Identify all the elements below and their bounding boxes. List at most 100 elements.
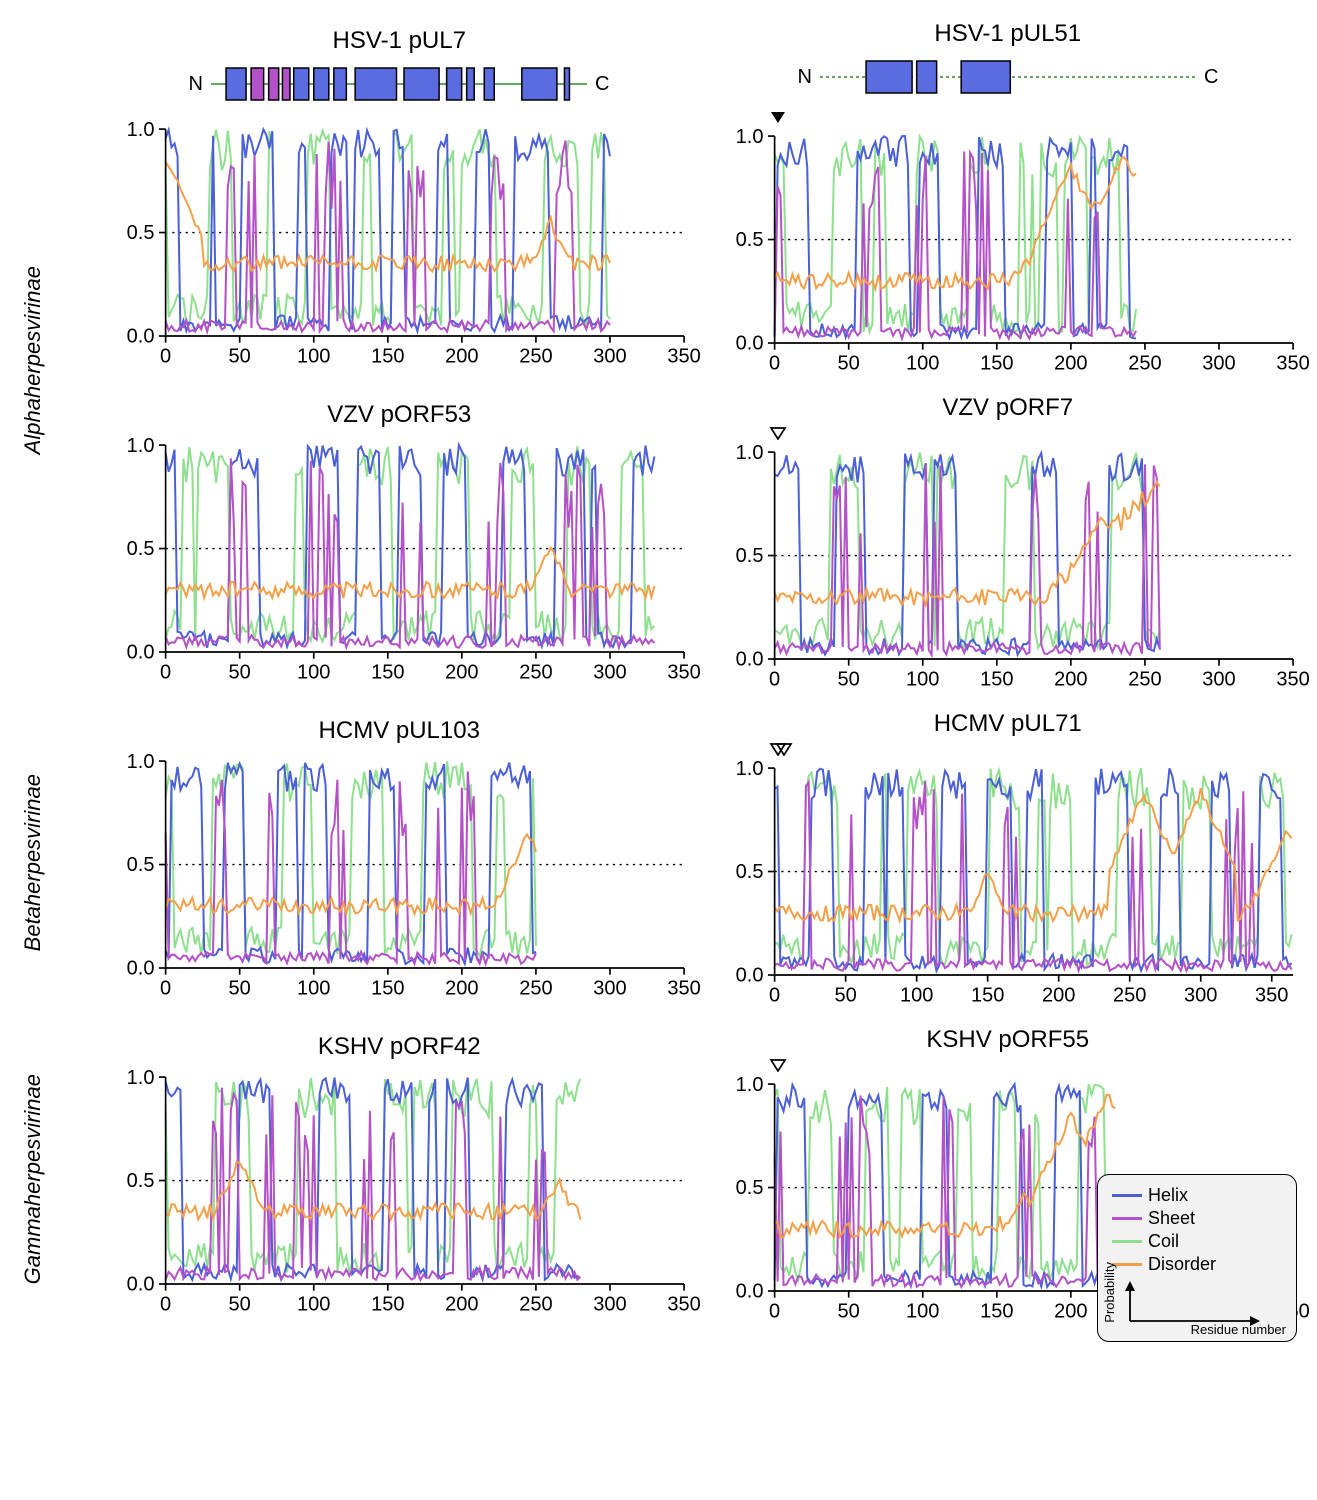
xtick-label: 350	[1276, 353, 1309, 375]
ytick-label: 0.0	[127, 958, 155, 980]
xtick-label: 0	[769, 985, 780, 1007]
xtick-label: 200	[445, 346, 478, 368]
xtick-label: 350	[667, 1294, 700, 1316]
ytick-label: 1.0	[127, 119, 155, 141]
subfamily-label: Betaherpesvirinae	[20, 774, 80, 951]
chart: 0.00.51.0050100150200250300350	[110, 749, 689, 1009]
n-terminus-label: N	[189, 73, 203, 95]
xtick-label: 200	[445, 662, 478, 684]
chart: 0.00.51.0050100150200250300350	[110, 433, 689, 693]
panel: KSHV pORF550.00.51.005010015020025030035…	[719, 1026, 1298, 1332]
xtick-label: 350	[667, 662, 700, 684]
schematic-sheet-block	[251, 68, 264, 100]
schematic-helix-block	[226, 68, 246, 100]
schematic-wrap: NC	[719, 52, 1298, 102]
ytick-label: 0.0	[735, 333, 763, 355]
chart: 0.00.51.0050100150200250300350	[110, 117, 689, 377]
legend-ylabel: Probability	[1102, 1262, 1117, 1323]
ytick-label: 0.5	[127, 222, 155, 244]
ytick-label: 1.0	[127, 751, 155, 773]
ytick-label: 1.0	[735, 442, 763, 464]
xtick-label: 200	[1054, 353, 1087, 375]
panel: VZV pORF530.00.51.0050100150200250300350	[110, 401, 689, 693]
xtick-label: 250	[519, 978, 552, 1000]
series-coil	[166, 130, 610, 326]
xtick-label: 100	[906, 353, 939, 375]
figure-grid: AlphaherpesvirinaeBetaherpesvirinaeGamma…	[20, 20, 1297, 1342]
xtick-label: 200	[1054, 1301, 1087, 1323]
ytick-label: 0.5	[127, 1170, 155, 1192]
panel: VZV pORF70.00.51.0050100150200250300350	[719, 394, 1298, 700]
ytick-label: 1.0	[735, 1074, 763, 1096]
xtick-label: 0	[160, 346, 171, 368]
schematic-helix-block	[565, 68, 570, 100]
xtick-label: 150	[371, 662, 404, 684]
panel-title: KSHV pORF42	[110, 1033, 689, 1061]
series-disorder	[166, 1162, 581, 1220]
schematic-helix-block	[334, 68, 347, 100]
xtick-label: 250	[1128, 353, 1161, 375]
xtick-label: 300	[1202, 669, 1235, 691]
xtick-label: 350	[667, 978, 700, 1000]
xtick-label: 300	[593, 346, 626, 368]
panel-title: VZV pORF7	[719, 394, 1298, 422]
c-terminus-label: C	[595, 73, 609, 95]
chart: 0.00.51.0050100150200250300350	[719, 756, 1298, 1016]
ytick-label: 0.5	[735, 1177, 763, 1199]
xtick-label: 0	[769, 1301, 780, 1323]
xtick-label: 150	[980, 353, 1013, 375]
schematic-sheet-block	[283, 68, 291, 100]
ytick-label: 0.5	[735, 229, 763, 251]
xtick-label: 150	[371, 346, 404, 368]
xtick-label: 0	[769, 353, 780, 375]
xtick-label: 50	[834, 985, 856, 1007]
schematic-helix-block	[916, 61, 936, 93]
xtick-label: 300	[593, 978, 626, 1000]
xtick-label: 250	[519, 346, 552, 368]
xtick-label: 350	[667, 346, 700, 368]
panel-title: HCMV pUL103	[110, 717, 689, 745]
ytick-label: 0.5	[735, 545, 763, 567]
legend-item: Disorder	[1112, 1254, 1282, 1275]
schematic-wrap: NC	[110, 59, 689, 109]
xtick-label: 50	[837, 669, 859, 691]
xtick-label: 50	[229, 346, 251, 368]
chart: 0.00.51.0050100150200250300350	[719, 440, 1298, 700]
chart-svg: 0.00.51.0050100150200250300350	[110, 433, 689, 693]
ytick-label: 0.0	[127, 326, 155, 348]
legend-label: Disorder	[1148, 1254, 1216, 1275]
xtick-label: 350	[1255, 985, 1288, 1007]
legend: HelixSheetCoilDisorderProbabilityResidue…	[1097, 1174, 1297, 1342]
xtick-label: 150	[980, 669, 1013, 691]
panel-title: HCMV pUL71	[719, 710, 1298, 738]
xtick-label: 200	[445, 1294, 478, 1316]
ytick-label: 0.0	[735, 965, 763, 987]
ytick-label: 0.5	[735, 861, 763, 883]
c-terminus-label: C	[1204, 66, 1218, 88]
chart-svg: 0.00.51.0050100150200250300350	[719, 756, 1298, 1016]
xtick-label: 150	[980, 1301, 1013, 1323]
chart-svg: 0.00.51.0050100150200250300350	[110, 117, 689, 377]
series-sheet	[166, 458, 655, 647]
palmitoylation-marker	[719, 110, 1298, 124]
ytick-label: 0.0	[735, 649, 763, 671]
xtick-label: 50	[229, 1294, 251, 1316]
xtick-label: 0	[160, 1294, 171, 1316]
xtick-label: 250	[519, 662, 552, 684]
legend-item: Helix	[1112, 1185, 1282, 1206]
schematic-helix-block	[447, 68, 462, 100]
xtick-label: 150	[371, 978, 404, 1000]
schematic-helix-block	[314, 68, 329, 100]
xtick-label: 150	[371, 1294, 404, 1316]
ytick-label: 0.5	[127, 854, 155, 876]
panel: HCMV pUL1030.00.51.005010015020025030035…	[110, 717, 689, 1009]
panel: KSHV pORF420.00.51.005010015020025030035…	[110, 1033, 689, 1325]
xtick-label: 100	[906, 1301, 939, 1323]
chart-svg: 0.00.51.0050100150200250300350	[719, 124, 1298, 384]
xtick-label: 300	[1202, 353, 1235, 375]
schematic-helix-block	[404, 68, 439, 100]
xtick-label: 50	[837, 1301, 859, 1323]
schematic: NC	[798, 55, 1218, 99]
schematic-helix-block	[866, 61, 912, 93]
xtick-label: 250	[1113, 985, 1146, 1007]
